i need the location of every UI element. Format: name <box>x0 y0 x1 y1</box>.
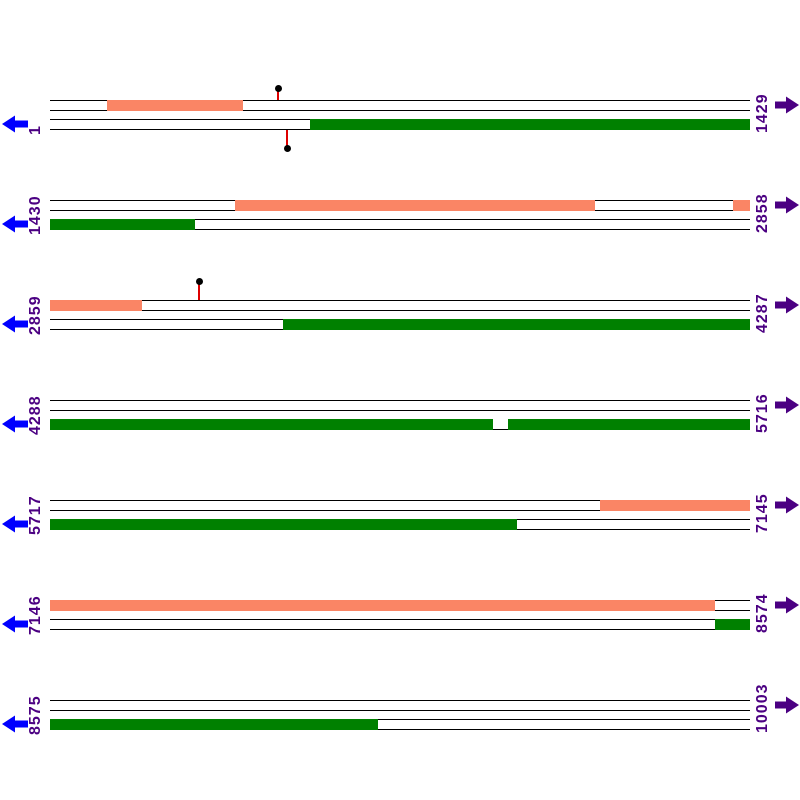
right-arrow-icon[interactable] <box>775 396 799 414</box>
left-arrow-icon[interactable] <box>2 315 28 333</box>
track-line <box>50 710 750 711</box>
feature-box-green[interactable] <box>283 319 750 330</box>
right-arrow-icon[interactable] <box>775 496 800 514</box>
track-line <box>50 700 750 701</box>
track-line <box>50 729 750 730</box>
fragment-end-label: 8574 <box>754 593 771 633</box>
fragment-start-label: 4288 <box>27 395 44 435</box>
track-line <box>50 619 750 620</box>
feature-box-orange[interactable] <box>107 100 243 111</box>
track-line <box>50 300 750 301</box>
feature-box-green[interactable] <box>50 719 378 730</box>
fragment-start-label: 5717 <box>27 495 44 535</box>
left-arrow-icon[interactable] <box>2 515 28 533</box>
lollipop-head-icon[interactable] <box>274 85 282 92</box>
track-line <box>50 310 750 311</box>
right-arrow-icon[interactable] <box>775 96 799 114</box>
track-line <box>50 229 750 230</box>
fragment-end-label: 1429 <box>754 93 771 133</box>
fragment-end-label: 10003 <box>754 683 771 734</box>
right-arrow-icon[interactable] <box>775 196 800 214</box>
feature-box-green[interactable] <box>50 519 517 530</box>
lollipop-head-icon[interactable] <box>283 145 291 152</box>
fragment-start-label: 1430 <box>27 195 44 235</box>
left-arrow-icon[interactable] <box>2 515 28 533</box>
feature-box-orange[interactable] <box>235 200 595 211</box>
left-arrow-icon[interactable] <box>2 215 28 233</box>
lollipop-stem <box>277 88 279 100</box>
track-line <box>50 719 750 720</box>
track-line <box>50 500 750 501</box>
fragment-start-label: 2859 <box>27 295 44 335</box>
right-arrow-icon[interactable] <box>775 396 800 414</box>
fragment-start-label: 7146 <box>27 595 44 635</box>
right-arrow-icon[interactable] <box>775 596 800 614</box>
feature-box-green[interactable] <box>715 619 750 630</box>
right-arrow-icon[interactable] <box>775 296 800 314</box>
left-arrow-icon[interactable] <box>2 715 28 733</box>
track-line <box>50 629 750 630</box>
right-arrow-icon[interactable] <box>775 296 799 314</box>
right-arrow-icon[interactable] <box>775 96 800 114</box>
feature-box-green[interactable] <box>50 419 493 430</box>
fragment-end-label: 4287 <box>754 293 771 333</box>
left-arrow-icon[interactable] <box>2 415 28 433</box>
left-arrow-icon[interactable] <box>2 615 28 633</box>
feature-box-green[interactable] <box>310 119 750 130</box>
feature-box-orange[interactable] <box>733 200 750 211</box>
right-arrow-icon[interactable] <box>775 496 799 514</box>
track-line <box>50 410 750 411</box>
feature-box-orange[interactable] <box>50 300 142 311</box>
feature-box-orange[interactable] <box>600 500 750 511</box>
left-arrow-icon[interactable] <box>2 315 28 333</box>
right-arrow-icon[interactable] <box>775 196 799 214</box>
fragment-start-label: 8575 <box>27 695 44 735</box>
left-arrow-icon[interactable] <box>2 715 28 733</box>
fragment-start-label: 1 <box>27 125 44 135</box>
left-arrow-icon[interactable] <box>2 215 28 233</box>
feature-gap <box>493 419 508 429</box>
fragment-end-label: 7145 <box>754 493 771 533</box>
right-arrow-icon[interactable] <box>775 696 799 714</box>
left-arrow-icon[interactable] <box>2 115 28 133</box>
lollipop-stem <box>286 130 288 149</box>
lollipop-head-icon[interactable] <box>195 278 203 285</box>
feature-box-orange[interactable] <box>50 600 715 611</box>
fragment-end-label: 2858 <box>754 193 771 233</box>
feature-box-green[interactable] <box>50 219 195 230</box>
left-arrow-icon[interactable] <box>2 115 28 133</box>
feature-box-green[interactable] <box>508 419 750 430</box>
left-arrow-icon[interactable] <box>2 415 28 433</box>
track-line <box>50 219 750 220</box>
track-line <box>50 110 750 111</box>
track-line <box>50 510 750 511</box>
track-line <box>50 100 750 101</box>
right-arrow-icon[interactable] <box>775 596 799 614</box>
lollipop-stem <box>198 281 200 300</box>
fragment-end-label: 5716 <box>754 393 771 433</box>
left-arrow-icon[interactable] <box>2 615 28 633</box>
track-line <box>50 400 750 401</box>
right-arrow-icon[interactable] <box>775 696 800 714</box>
